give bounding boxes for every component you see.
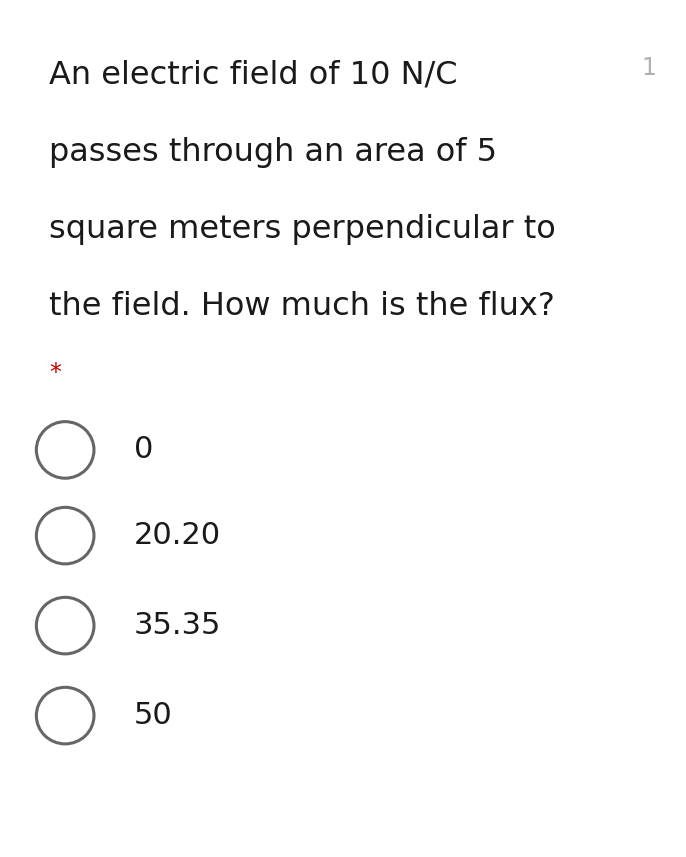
Text: passes through an area of 5: passes through an area of 5	[49, 137, 497, 168]
Text: 50: 50	[134, 701, 172, 730]
Text: square meters perpendicular to: square meters perpendicular to	[49, 214, 556, 245]
Text: *: *	[49, 361, 61, 385]
Text: An electric field of 10 N/C: An electric field of 10 N/C	[49, 60, 458, 91]
Text: 1: 1	[641, 56, 657, 80]
Text: 0: 0	[134, 435, 153, 464]
Text: 35.35: 35.35	[134, 611, 221, 640]
Text: 20.20: 20.20	[134, 521, 221, 550]
Text: the field. How much is the flux?: the field. How much is the flux?	[49, 291, 555, 322]
